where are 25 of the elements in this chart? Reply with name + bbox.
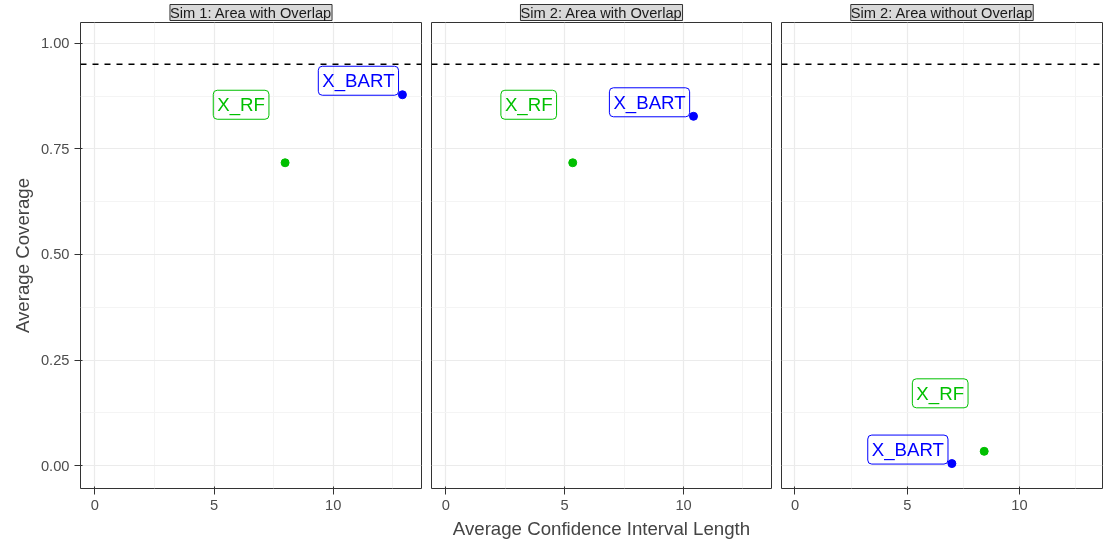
chart-title: Sim 2: Area with Overlap [520,4,682,21]
x-tick-label: 5 [903,496,912,513]
x-tick-label: 10 [1011,496,1028,513]
x-axis-title: Average Confidence Interval Length [452,517,751,539]
text: X_RF [217,94,265,117]
text: X_RF [504,94,553,117]
x-tick-label: 0 [90,496,99,513]
series-label: X_BART [871,439,945,462]
y-tick-label: 0.25 [40,352,70,369]
y-tick-label: 0.75 [40,140,70,157]
y-axis-title: Average Coverage [11,177,33,334]
y-tick-label: 0.00 [40,457,70,474]
text: X_RF [916,382,965,405]
x-tick-label: 10 [675,496,692,513]
y-tick-label: 0.50 [40,246,70,263]
x-tick-label: 5 [209,496,219,513]
series-label: X_BART [613,91,686,114]
x-tick-label: 5 [560,496,569,513]
y-tick-label: 1.00 [40,35,70,52]
x-tick-label: 0 [441,496,450,513]
chart-title: Sim 1: Area with Overlap [169,4,332,21]
chart-title: Sim 2: Area without Overlap [850,4,1033,21]
x-tick-label: 10 [325,496,342,513]
series-label: X_BART [322,70,395,93]
x-tick-label: 0 [790,496,800,513]
